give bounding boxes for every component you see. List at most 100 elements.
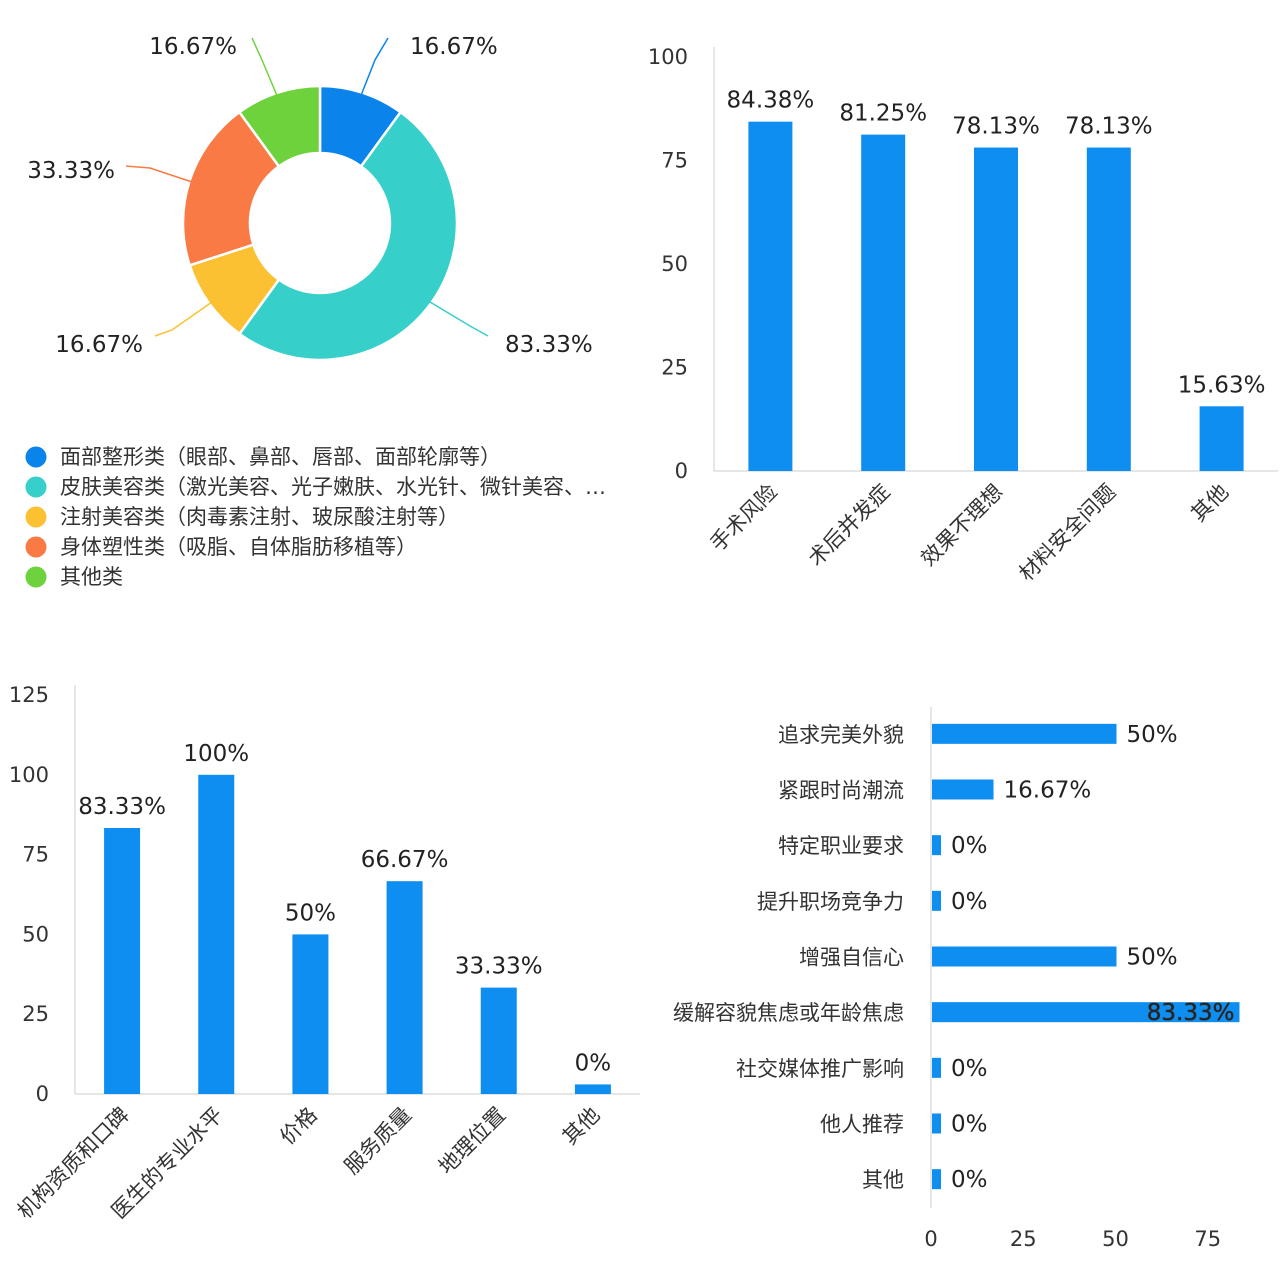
y-category-label: 特定职业要求 [778, 834, 904, 858]
bar-value-label: 84.38% [727, 88, 815, 114]
y-tick-label: 100 [9, 763, 49, 787]
bar [104, 828, 141, 1094]
legend-marker [25, 536, 47, 558]
x-category-label: 材料安全问题 [1014, 480, 1120, 586]
x-tick-label: 25 [1010, 1227, 1037, 1251]
bar-value-label: 0% [951, 1056, 988, 1082]
bar-value-label: 78.13% [952, 114, 1040, 140]
y-tick-label: 0 [36, 1082, 49, 1106]
bar-value-label: 50% [1127, 945, 1178, 971]
legend-label: 皮肤美容类（激光美容、光子嫩肤、水光针、微针美容、… [60, 475, 606, 499]
donut-slice-label: 33.33% [27, 158, 115, 184]
y-category-label: 社交媒体推广影响 [736, 1057, 904, 1081]
x-tick-label: 75 [1194, 1227, 1221, 1251]
y-tick-label: 125 [9, 683, 49, 707]
bar [974, 147, 1018, 471]
hbar-chart-motives: 0255075100追求完美外貌50%紧跟时尚潮流16.67%特定职业要求0%提… [673, 707, 1280, 1251]
bar [932, 835, 941, 856]
donut-leader-line [251, 37, 279, 99]
legend-label: 面部整形类（眼部、鼻部、唇部、面部轮廓等） [60, 445, 501, 469]
donut-leader-line [359, 37, 389, 99]
bar-value-label: 50% [1127, 722, 1178, 748]
bar [932, 946, 1117, 967]
x-category-label: 术后并发症 [804, 480, 895, 571]
bar [292, 934, 329, 1094]
y-tick-label: 50 [22, 922, 49, 946]
y-tick-label: 25 [22, 1002, 49, 1026]
bar [932, 1057, 941, 1078]
donut-slice [237, 84, 322, 169]
y-category-label: 其他 [862, 1168, 904, 1192]
y-category-label: 追求完美外貌 [778, 723, 904, 747]
y-tick-label: 50 [661, 252, 688, 276]
x-category-label: 其他 [558, 1103, 605, 1150]
bar [480, 987, 517, 1094]
y-tick-label: 75 [661, 149, 688, 173]
x-category-label: 服务质量 [340, 1103, 416, 1179]
bar-value-label: 16.67% [1004, 778, 1092, 804]
bar [932, 1113, 941, 1134]
legend-marker [25, 476, 47, 498]
y-tick-label: 75 [22, 843, 49, 867]
bar [1086, 147, 1131, 471]
y-tick-label: 0 [675, 459, 688, 483]
bar [932, 779, 994, 800]
donut-slice-label: 16.67% [149, 34, 237, 60]
y-tick-label: 25 [661, 356, 688, 380]
bar-value-label: 50% [285, 900, 336, 926]
bar [932, 890, 941, 911]
donut-slice-label: 16.67% [410, 34, 498, 60]
donut-leader-line [125, 165, 193, 183]
bar [932, 1169, 941, 1190]
bar-value-label: 33.33% [455, 954, 543, 980]
donut-slice [237, 110, 458, 362]
x-category-label: 地理位置 [434, 1103, 510, 1179]
bar-value-label: 66.67% [361, 847, 449, 873]
x-category-label: 手术风险 [706, 480, 782, 556]
y-category-label: 紧跟时尚潮流 [778, 779, 904, 803]
y-category-label: 缓解容貌焦虑或年龄焦虑 [673, 1001, 904, 1025]
bar-value-label: 0% [951, 1112, 988, 1138]
bar [1199, 406, 1244, 471]
bar [932, 723, 1117, 744]
bar [386, 881, 423, 1094]
bar [932, 1002, 1240, 1023]
bar-value-label: 78.13% [1065, 114, 1153, 140]
bar-value-label: 0% [951, 833, 988, 859]
bar-chart-risks: 0 25 50 75 100 84.38% 手术风险 81.25% 术后并发症 78.13% 效果不… [648, 45, 1278, 586]
y-tick-label: 100 [648, 45, 688, 69]
bar-value-label: 0% [575, 1050, 612, 1076]
legend-label: 注射美容类（肉毒素注射、玻尿酸注射等） [60, 505, 459, 529]
legend-label: 身体塑性类（吸脂、自体脂肪移植等） [60, 535, 417, 559]
x-category-label: 效果不理想 [916, 480, 1007, 571]
bar-value-label: 83.33% [78, 794, 166, 820]
donut-leader-line [154, 301, 213, 337]
donut-leader-line [429, 301, 489, 337]
legend-marker [25, 566, 47, 588]
donut-legend: 面部整形类（眼部、鼻部、唇部、面部轮廓等） 皮肤美容类（激光美容、光子嫩肤、水光针… [25, 445, 606, 589]
x-tick-label: 50 [1102, 1227, 1129, 1251]
bar [861, 134, 906, 471]
bar-value-label: 100% [183, 741, 249, 767]
x-category-label: 价格 [275, 1103, 322, 1150]
bar-value-label: 0% [951, 889, 988, 915]
donut-slice-label: 83.33% [505, 332, 593, 358]
bar-value-label: 81.25% [839, 101, 927, 127]
y-category-label: 提升职场竞争力 [757, 890, 904, 914]
bar [748, 121, 793, 471]
bar-chart-factors: 025507510012583.33%机构资质和口碑100%医生的专业水平50%… [9, 683, 640, 1223]
legend-label: 其他类 [60, 565, 123, 589]
bar [574, 1084, 611, 1094]
donut-chart: 16.67% 83.33% 16.67% 33.33% 16.67% [27, 34, 593, 362]
y-category-label: 增强自信心 [799, 946, 904, 970]
donut-slice-label: 16.67% [55, 332, 143, 358]
donut-slice [181, 110, 281, 267]
bar-value-label: 0% [951, 1167, 988, 1193]
legend-marker [25, 446, 47, 468]
x-category-label: 其他 [1186, 480, 1233, 527]
bar-value-label: 83.33% [1147, 1000, 1235, 1026]
legend-marker [25, 506, 47, 528]
y-category-label: 他人推荐 [820, 1113, 904, 1137]
bar-value-label: 15.63% [1178, 372, 1266, 398]
bar [198, 774, 235, 1094]
